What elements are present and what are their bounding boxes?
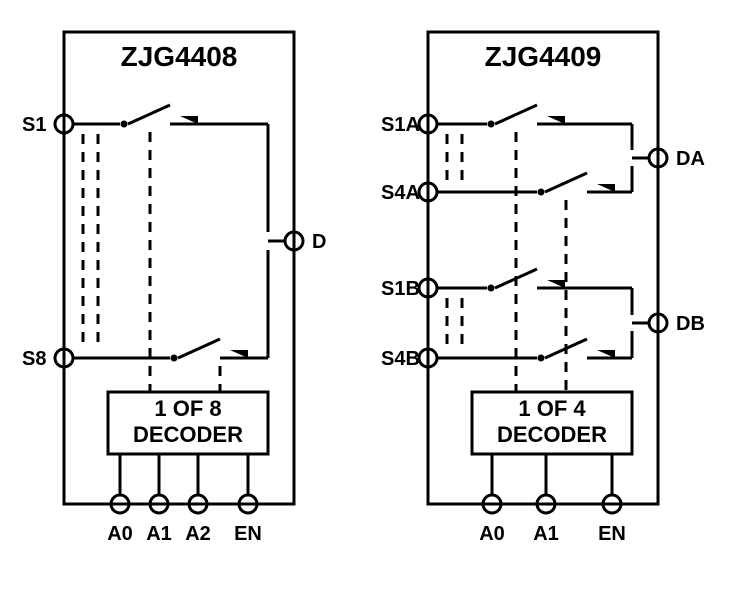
label-a2-l: A2 <box>185 523 211 545</box>
label-d: D <box>312 231 326 253</box>
title-right: ZJG4409 <box>485 41 602 72</box>
label-s1b: S1B <box>381 278 420 300</box>
label-a0-l: A0 <box>107 523 133 545</box>
switch-s1a <box>437 105 632 150</box>
switch-s1b <box>437 269 632 315</box>
label-en-l: EN <box>234 523 262 545</box>
decoder-right-line1: 1 OF 4 <box>518 396 586 421</box>
label-db: DB <box>676 313 705 335</box>
block-zjg4408: ZJG4408 S1 S8 D 1 OF 8 DECODER A0 A1 A2 … <box>22 32 326 545</box>
label-a1-r: A1 <box>533 523 559 545</box>
label-da: DA <box>676 148 705 170</box>
label-s8: S8 <box>22 348 46 370</box>
title-left: ZJG4408 <box>121 41 238 72</box>
switch-s8 <box>73 250 268 362</box>
label-a0-r: A0 <box>479 523 505 545</box>
bottom-pins-left: A0 A1 A2 EN <box>107 454 262 545</box>
decoder-right-line2: DECODER <box>497 422 607 447</box>
diagram: ZJG4408 S1 S8 D 1 OF 8 DECODER A0 A1 A2 … <box>0 0 740 589</box>
label-en-r: EN <box>598 523 626 545</box>
switch-s1 <box>73 105 285 241</box>
decoder-left-line2: DECODER <box>133 422 243 447</box>
bottom-pins-right: A0 A1 EN <box>479 454 626 545</box>
label-s1: S1 <box>22 114 46 136</box>
switch-s4a <box>437 158 649 196</box>
switch-s4b <box>437 323 649 362</box>
decoder-left-line1: 1 OF 8 <box>154 396 221 421</box>
label-s4b: S4B <box>381 348 420 370</box>
block-zjg4409: ZJG4409 S1A S4A S1B S4B DA DB 1 OF 4 DEC… <box>381 32 705 545</box>
label-a1-l: A1 <box>146 523 172 545</box>
label-s1a: S1A <box>381 114 420 136</box>
label-s4a: S4A <box>381 182 420 204</box>
